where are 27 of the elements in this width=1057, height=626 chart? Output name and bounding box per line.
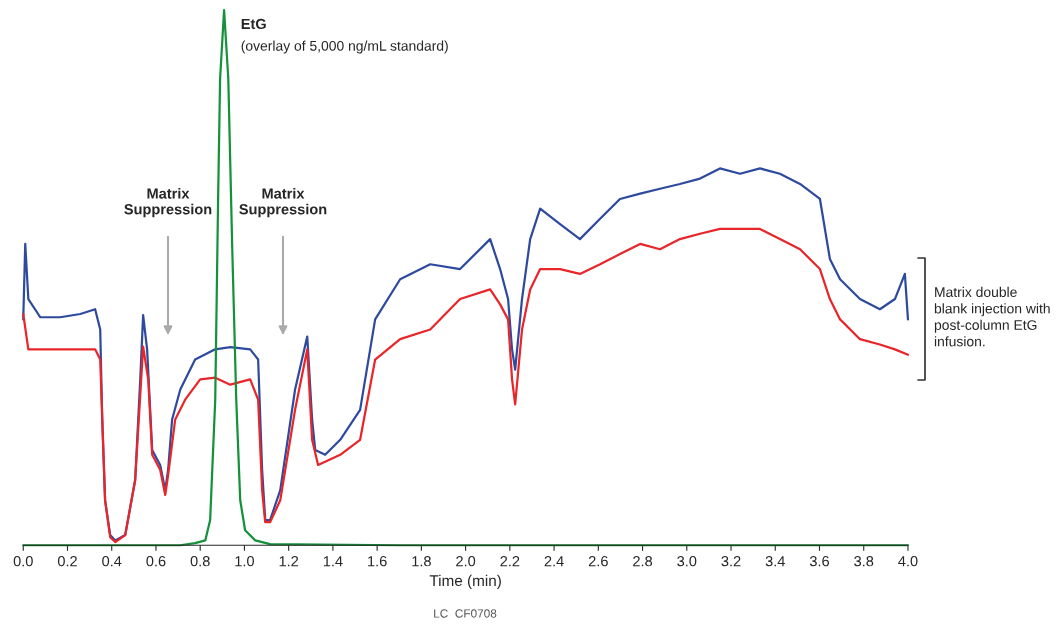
x-tick-label: 0.6: [146, 556, 166, 567]
x-tick-label: 1.6: [368, 556, 387, 567]
x-tick-label: 3.4: [765, 556, 785, 567]
annotation: EtG (overlay of 5,000 ng/mL standard): [241, 18, 448, 54]
text: LC CF0708: [434, 609, 497, 618]
annotation: Matrix Suppression: [239, 188, 327, 218]
x-tick-label: 2.4: [544, 556, 564, 567]
x-tick-label: 2.6: [588, 556, 608, 567]
x-tick-label: 3.6: [809, 556, 829, 567]
x-axis-title: Time (min): [429, 574, 501, 590]
x-tick-label: 1.2: [279, 556, 299, 567]
x-tick-label: 3.8: [854, 556, 874, 567]
x-tick-label: 1.8: [412, 556, 431, 567]
x-tick-label: 0.4: [102, 556, 122, 567]
x-tick-label: 0.2: [57, 556, 77, 567]
x-tick-label: 0.8: [190, 556, 210, 567]
text: Matrix double blank injection with post-column EtG infusion.: [934, 286, 1050, 347]
x-tick-label: 2.8: [633, 556, 653, 567]
annotation: Matrix Suppression: [124, 188, 212, 218]
x-tick-label: 2.0: [456, 556, 476, 567]
x-tick-label: 0.0: [13, 556, 33, 567]
x-tick-label: 1.0: [235, 556, 254, 567]
x-tick-label: 1.4: [323, 556, 343, 567]
x-tick-label: 2.2: [500, 556, 520, 567]
x-tick-label: 3.0: [677, 556, 697, 567]
x-tick-label: 4.0: [898, 556, 918, 567]
x-tick-label: 3.2: [721, 556, 741, 567]
